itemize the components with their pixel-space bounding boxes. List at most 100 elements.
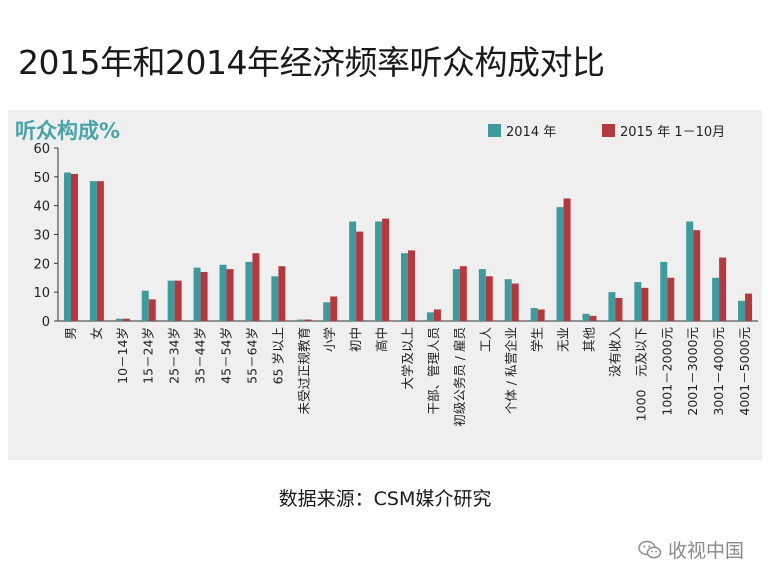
category-label: 10－14岁 — [115, 327, 130, 384]
bar-chart: 听众构成% 2014 年 2015 年 1－10月 0102030405060 … — [15, 119, 758, 427]
y-tick-label: 0 — [42, 315, 50, 330]
bar-2014 — [167, 280, 175, 321]
bar-2014 — [375, 221, 383, 321]
bar-2014 — [401, 253, 408, 321]
legend-swatch-2015 — [602, 124, 615, 137]
bar-2014 — [271, 276, 279, 321]
bar-2015 — [408, 250, 415, 321]
wechat-icon — [638, 540, 662, 558]
bar-2015 — [485, 276, 493, 321]
y-tick-label: 10 — [33, 286, 50, 301]
bar-2015 — [252, 253, 260, 321]
bar-2014 — [478, 269, 486, 321]
y-tick-label: 20 — [33, 257, 50, 272]
watermark-text: 收视中国 — [667, 540, 744, 562]
category-label: 工人 — [478, 327, 493, 353]
bar-2015 — [70, 173, 78, 321]
bar-2014 — [686, 221, 694, 321]
bar-2014 — [426, 312, 434, 321]
watermark: 收视中国 — [638, 536, 744, 563]
y-tick-label: 50 — [33, 171, 50, 186]
bar-2014 — [738, 300, 746, 321]
legend-label-2015: 2015 年 1－10月 — [620, 125, 725, 140]
category-label: 初级公务员 / 雇员 — [452, 327, 467, 427]
legend-label-2014: 2014 年 — [506, 125, 556, 140]
y-tick-label: 60 — [33, 142, 50, 157]
bars — [63, 172, 753, 322]
y-tick-label: 30 — [33, 229, 50, 244]
bar-2015 — [719, 257, 727, 321]
bar-2014 — [556, 207, 564, 321]
bar-2014 — [660, 261, 668, 321]
category-label: 55－64岁 — [244, 327, 259, 384]
category-labels: 男女 10－14岁 15－24岁 25－34岁 35－44岁 45－54岁 55－64岁 65… — [63, 327, 752, 427]
category-label: 高中 — [374, 327, 389, 352]
bar-2015 — [589, 315, 597, 321]
bar-2015 — [693, 230, 701, 321]
category-label: 学生 — [530, 327, 545, 352]
bar-2015 — [641, 287, 649, 321]
source-note: 数据来源：CSM媒介研究 — [278, 488, 492, 510]
y-tick-label: 40 — [33, 200, 50, 215]
legend-swatch-2014 — [488, 124, 501, 137]
bar-2014 — [245, 261, 253, 321]
bar-2014 — [323, 302, 331, 321]
bar-2014 — [504, 279, 512, 321]
bar-2014 — [582, 313, 590, 321]
category-label: 15－24岁 — [141, 327, 156, 384]
category-label: 2001－3000元 — [685, 327, 700, 416]
bar-2014 — [608, 292, 616, 321]
category-label: 35－44岁 — [193, 327, 208, 384]
bar-2015 — [304, 319, 312, 321]
bar-2014 — [712, 277, 720, 321]
bar-2014 — [63, 172, 71, 321]
bar-2014 — [219, 264, 227, 321]
category-label: 无业 — [556, 327, 571, 352]
y-axis-label: 听众构成% — [15, 119, 120, 143]
category-label: 4001－5000元 — [737, 327, 752, 416]
chart-panel: 听众构成% 2014 年 2015 年 1－10月 0 10 20 30 40 50 60 … — [8, 110, 762, 460]
bar-2015 — [356, 231, 364, 321]
category-label: 大学及以上 — [400, 327, 415, 390]
bar-2015 — [433, 309, 441, 321]
category-label: 初中 — [348, 327, 363, 352]
category-label: 未受过正规教育 — [296, 327, 311, 415]
category-label: 干部、管理人员 — [426, 327, 441, 415]
category-label: 1001－2000元 — [659, 327, 674, 416]
category-label: 小学 — [322, 327, 337, 352]
bar-2015 — [459, 266, 467, 321]
category-label: 65 岁以上 — [270, 327, 285, 384]
page-title: 2015年和2014年经济频率听众构成对比 — [18, 43, 605, 82]
bar-2014 — [193, 267, 201, 321]
bar-2015 — [511, 283, 519, 321]
bar-2014 — [530, 308, 538, 321]
bar-2014 — [115, 318, 123, 321]
bar-2014 — [89, 181, 97, 321]
bar-2014 — [452, 269, 460, 321]
bar-2015 — [200, 271, 208, 321]
category-label: 个体 / 私营企业 — [504, 327, 519, 414]
category-label: 男 — [63, 327, 78, 340]
bar-2015 — [615, 297, 623, 321]
bar-2015 — [174, 280, 182, 321]
bar-2014 — [141, 290, 149, 321]
bar-2015 — [96, 181, 104, 321]
category-label: 45－54岁 — [219, 327, 234, 384]
bar-2014 — [349, 221, 357, 321]
legend: 2014 年 2015 年 1－10月 — [488, 124, 725, 140]
bar-2014 — [297, 319, 305, 321]
bar-2015 — [382, 218, 390, 321]
bar-2015 — [148, 299, 156, 322]
category-label: 25－34岁 — [167, 327, 182, 384]
bar-2015 — [122, 318, 130, 321]
category-label: 没有收入 — [607, 327, 622, 378]
category-label: 3001－4000元 — [711, 327, 726, 416]
category-label: 1000 元及以下 — [633, 327, 648, 421]
category-label: 其他 — [581, 327, 596, 353]
bar-2015 — [563, 198, 571, 321]
bar-2015 — [330, 296, 338, 321]
bar-2015 — [226, 269, 234, 321]
bar-2015 — [278, 266, 286, 321]
bar-2015 — [667, 277, 675, 321]
category-label: 女 — [89, 327, 104, 340]
